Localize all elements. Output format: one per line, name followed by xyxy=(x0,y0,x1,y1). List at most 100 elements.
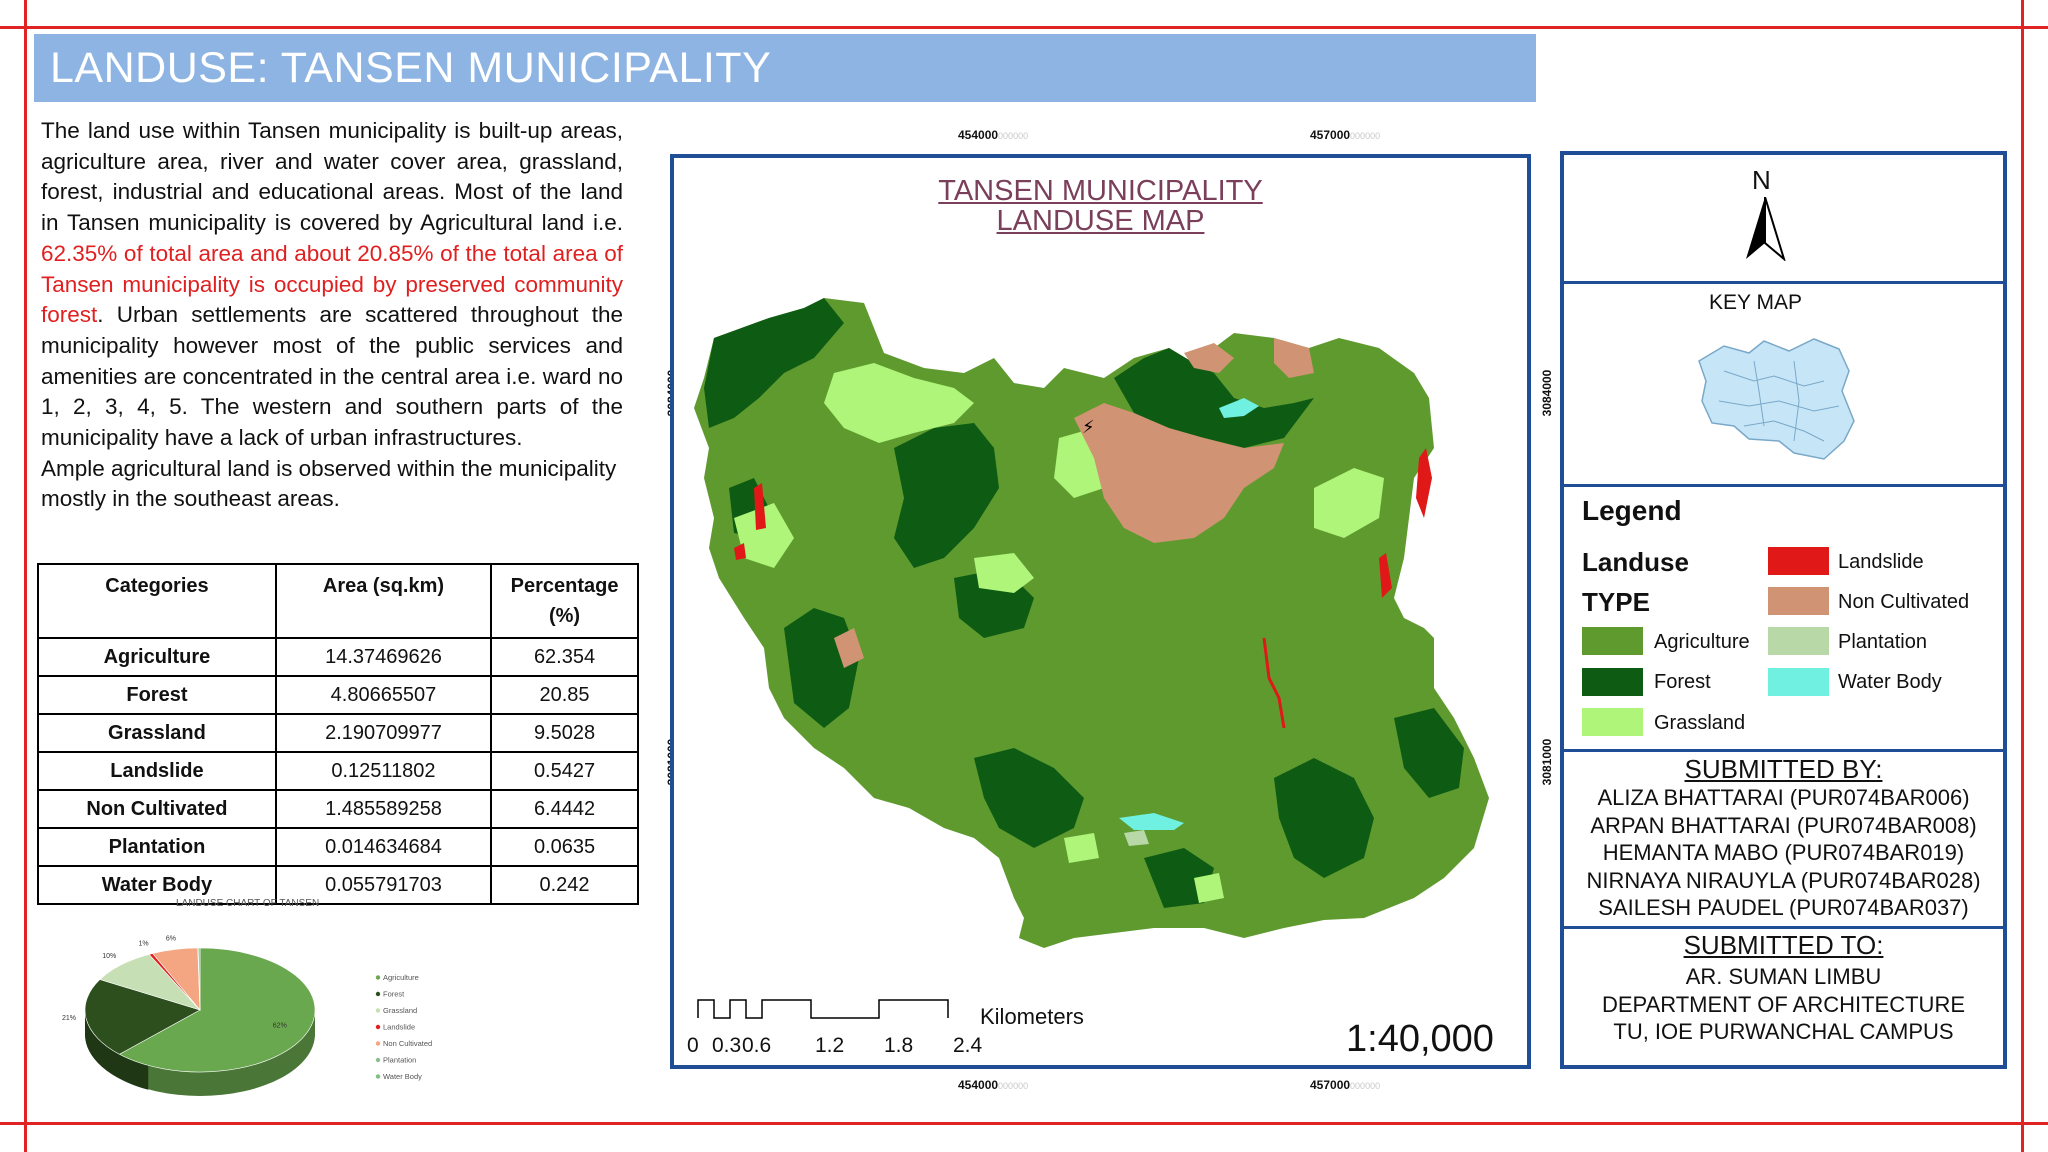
table-row: Landslide 0.12511802 0.5427 xyxy=(37,751,639,791)
map-forest-nw xyxy=(704,298,844,428)
frame-right-line xyxy=(2021,0,2024,1152)
map-forest-s3 xyxy=(1144,848,1214,908)
legend-swatch-forest xyxy=(1582,668,1643,696)
scale-bar xyxy=(697,999,949,1019)
table-cell-category: Grassland xyxy=(37,713,277,753)
submitted-to-list: AR. SUMAN LIMBU DEPARTMENT OF ARCHITECTU… xyxy=(1564,963,2003,1046)
map-plantation xyxy=(1124,830,1149,846)
table-cell-percent: 6.4442 xyxy=(490,789,639,829)
pie-legend-dot xyxy=(375,1041,381,1046)
pie-legend-label: Agriculture xyxy=(383,973,419,982)
table-cell-percent: 0.5427 xyxy=(490,751,639,791)
submitted-by-name: NIRNAYA NIRAUYLA (PUR074BAR028) xyxy=(1586,867,1981,893)
pie-legend-label: Forest xyxy=(383,990,405,999)
submitted-by-title: SUBMITTED BY: xyxy=(1684,754,1883,784)
legend-subtitle-type: TYPE xyxy=(1582,587,1650,617)
frame-left-line xyxy=(24,0,27,1152)
scalebar-label-03: 0.3 xyxy=(712,1034,742,1057)
title-banner: LANDUSE: TANSEN MUNICIPALITY xyxy=(34,34,1536,102)
scalebar-label-18: 1.8 xyxy=(884,1034,914,1057)
submitted-by-name: ARPAN BHATTARAI (PUR074BAR008) xyxy=(1590,812,1977,838)
table-cell-area: 0.014634684 xyxy=(274,827,493,867)
table-cell-area: 0.055791703 xyxy=(274,865,493,905)
submitted-to-line: DEPARTMENT OF ARCHITECTURE xyxy=(1601,991,1966,1017)
map-grassland-sw xyxy=(1064,833,1099,863)
north-arrow-icon xyxy=(1746,197,1786,261)
scale-ratio: 1:40,000 xyxy=(1346,1018,1494,1060)
map-landslide-east2 xyxy=(1379,553,1392,598)
map-grassland-s xyxy=(1194,873,1224,903)
submitted-by-name: ALIZA BHATTARAI (PUR074BAR006) xyxy=(1597,785,1970,810)
table-cell-area: 14.37469626 xyxy=(274,637,493,677)
map-noncultivated-north xyxy=(1074,403,1284,543)
map-grassland-east xyxy=(1314,468,1384,538)
landuse-table: Categories Area (sq.km) Percentage (%) A… xyxy=(37,563,639,905)
table-row: Plantation 0.014634684 0.0635 xyxy=(37,827,639,867)
table-cell-category: Agriculture xyxy=(37,637,277,677)
submitted-to-line: AR. SUMAN LIMBU xyxy=(1685,964,1882,989)
pie-legend-dot xyxy=(375,991,381,997)
pie-data-label: 21% xyxy=(62,1015,76,1022)
legend-label-grassland: Grassland xyxy=(1654,712,1746,734)
map-landslide-w2 xyxy=(734,543,746,560)
table-cell-category: Forest xyxy=(37,675,277,715)
map-forest-se xyxy=(1274,758,1374,878)
table-cell-category: Landslide xyxy=(37,751,277,791)
pie-slice-forest xyxy=(84,979,201,1055)
pie-legend-dot xyxy=(375,1024,381,1030)
map-title-line1: TANSEN MUNICIPALITY xyxy=(938,175,1263,207)
table-cell-category: Water Body xyxy=(37,865,277,905)
pie-chart: 62%21%10%1%6%0%0%AgricultureForestGrassl… xyxy=(62,935,432,1096)
table-cell-category: Plantation xyxy=(37,827,277,867)
table-cell-percent: 0.242 xyxy=(490,865,639,905)
scalebar-label-06: 0.6 xyxy=(742,1034,772,1057)
map-forest-se2 xyxy=(1394,708,1464,798)
scalebar-label-24: 2.4 xyxy=(953,1034,983,1057)
legend-swatch-noncultivated xyxy=(1768,587,1829,615)
coord-top-2: 457000000000 xyxy=(1310,128,1381,142)
map-grassland-w xyxy=(734,503,794,568)
map-landslide-center xyxy=(1262,637,1286,729)
sidebar-divider-2 xyxy=(1564,484,2003,487)
pie-side-forest xyxy=(84,1010,149,1090)
sidebar-divider-3 xyxy=(1564,749,2003,752)
pie-chart-title: LANDUSE CHART OF TANSEN xyxy=(176,898,320,909)
table-cell-area: 1.485589258 xyxy=(274,789,493,829)
pie-slice-water-body xyxy=(197,947,201,1011)
table-header-percentage: Percentage (%) xyxy=(490,563,639,639)
landuse-map-frame: TANSEN MUNICIPALITY LANDUSE MAP xyxy=(670,154,1531,1069)
legend-swatch-plantation xyxy=(1768,627,1829,655)
map-noncultivated-ne xyxy=(1274,338,1314,378)
pie-data-label: 10% xyxy=(102,953,116,960)
legend-swatch-grassland xyxy=(1582,708,1643,736)
page-title: LANDUSE: TANSEN MUNICIPALITY xyxy=(50,44,772,92)
map-water-north xyxy=(1219,398,1259,418)
north-label: N xyxy=(1752,165,1771,195)
coord-top-1: 454000000000 xyxy=(958,128,1029,142)
intro-part1: The land use within Tansen municipality … xyxy=(41,118,623,236)
table-cell-percent: 0.0635 xyxy=(490,827,639,867)
svg-text:⚡: ⚡ xyxy=(1082,417,1095,438)
intro-highlight: 62.35% of total area and about 20.85% of… xyxy=(41,240,623,328)
map-forest-south xyxy=(974,748,1084,848)
map-noncultivated-top xyxy=(1184,343,1234,373)
pie-legend-label: Plantation xyxy=(383,1056,416,1065)
pie-legend-dot xyxy=(375,1008,381,1013)
pie-data-label: 62% xyxy=(273,1023,287,1030)
map-title: TANSEN MUNICIPALITY LANDUSE MAP xyxy=(674,176,1527,236)
map-noncultivated-sw xyxy=(834,628,864,668)
coord-right-1: 3084000 xyxy=(1540,369,1554,417)
legend-title: Legend xyxy=(1582,495,1682,526)
table-cell-percent: 62.354 xyxy=(490,637,639,677)
legend-label-agriculture: Agriculture xyxy=(1654,631,1750,653)
submitted-by-list: ALIZA BHATTARAI (PUR074BAR006) ARPAN BHA… xyxy=(1564,784,2003,922)
pie-legend-dot xyxy=(375,975,381,980)
pie-legend-label: Grassland xyxy=(383,1006,417,1015)
pie-legend-dot xyxy=(375,1057,381,1063)
map-grassland-mid xyxy=(974,553,1034,593)
coord-bottom-2: 457000000000 xyxy=(1310,1078,1381,1092)
table-cell-area: 0.12511802 xyxy=(274,751,493,791)
table-header-categories: Categories xyxy=(37,563,277,639)
coord-bottom-1: 454000000000 xyxy=(958,1078,1029,1092)
pie-legend-dot xyxy=(375,1074,381,1079)
